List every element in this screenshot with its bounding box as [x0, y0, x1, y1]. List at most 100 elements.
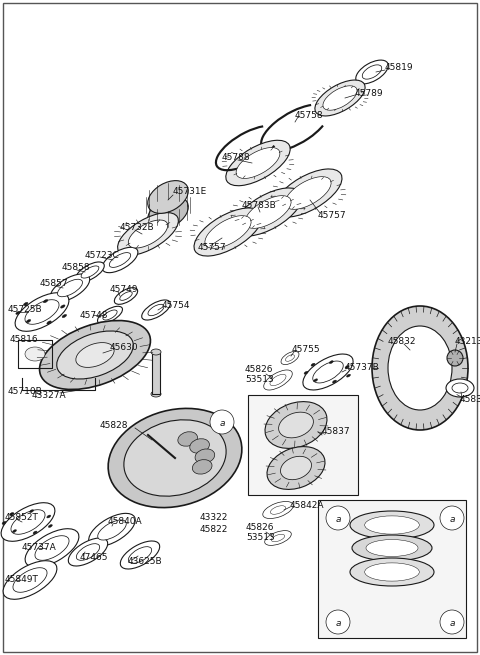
Ellipse shape	[68, 538, 108, 566]
Ellipse shape	[50, 274, 90, 302]
Text: 45630: 45630	[110, 343, 139, 352]
Ellipse shape	[365, 563, 420, 581]
Text: a: a	[335, 514, 341, 523]
Ellipse shape	[347, 374, 350, 377]
Ellipse shape	[286, 355, 295, 362]
Circle shape	[440, 506, 464, 530]
Ellipse shape	[350, 511, 434, 539]
Text: 45757: 45757	[198, 244, 227, 252]
Ellipse shape	[103, 310, 117, 320]
Text: 43625B: 43625B	[128, 557, 163, 567]
Text: 45789: 45789	[355, 88, 384, 98]
Ellipse shape	[3, 561, 57, 599]
Ellipse shape	[323, 86, 357, 110]
Text: 45822: 45822	[200, 525, 228, 534]
Ellipse shape	[245, 196, 291, 229]
Text: 45749: 45749	[110, 286, 139, 295]
Ellipse shape	[303, 354, 353, 390]
Ellipse shape	[81, 266, 99, 278]
Text: 45849T: 45849T	[5, 576, 39, 584]
Text: 45737B: 45737B	[345, 364, 380, 373]
Ellipse shape	[16, 311, 20, 314]
Bar	[248, 395, 358, 495]
Ellipse shape	[30, 510, 34, 513]
Ellipse shape	[89, 514, 135, 547]
Ellipse shape	[333, 380, 336, 383]
Ellipse shape	[236, 147, 280, 178]
Text: 45842A: 45842A	[290, 500, 324, 510]
Ellipse shape	[76, 544, 100, 560]
Text: 45840A: 45840A	[108, 517, 143, 527]
Text: 45731E: 45731E	[173, 187, 207, 196]
Ellipse shape	[285, 177, 331, 210]
Ellipse shape	[178, 432, 197, 446]
Ellipse shape	[311, 364, 315, 366]
Ellipse shape	[76, 262, 104, 282]
Ellipse shape	[447, 350, 463, 366]
Ellipse shape	[47, 321, 51, 324]
Ellipse shape	[264, 531, 291, 546]
Ellipse shape	[120, 541, 160, 569]
Ellipse shape	[362, 65, 382, 79]
Ellipse shape	[43, 299, 48, 303]
Text: 47465: 47465	[80, 553, 108, 563]
Text: 45837: 45837	[322, 428, 350, 436]
Ellipse shape	[190, 439, 209, 453]
Circle shape	[326, 610, 350, 634]
Ellipse shape	[25, 529, 79, 567]
Ellipse shape	[58, 279, 83, 297]
Ellipse shape	[365, 516, 420, 534]
Ellipse shape	[128, 547, 152, 563]
Ellipse shape	[388, 326, 452, 410]
Text: 45737A: 45737A	[22, 544, 57, 553]
Ellipse shape	[274, 169, 342, 217]
Ellipse shape	[13, 568, 47, 592]
Text: 43322: 43322	[200, 514, 228, 523]
Text: 45819: 45819	[385, 64, 414, 73]
Text: 45755: 45755	[292, 345, 321, 354]
Ellipse shape	[151, 391, 161, 397]
Text: 53513: 53513	[246, 534, 275, 542]
Ellipse shape	[263, 502, 293, 519]
Ellipse shape	[270, 506, 286, 514]
Text: 43213: 43213	[455, 337, 480, 346]
Ellipse shape	[98, 520, 126, 540]
Ellipse shape	[25, 347, 45, 361]
Circle shape	[326, 506, 350, 530]
Ellipse shape	[60, 305, 65, 308]
Ellipse shape	[62, 314, 67, 318]
Ellipse shape	[118, 213, 179, 255]
Text: 45828: 45828	[100, 421, 129, 430]
Text: 45826: 45826	[245, 365, 274, 375]
Ellipse shape	[151, 349, 161, 355]
Ellipse shape	[47, 515, 51, 518]
Ellipse shape	[48, 525, 52, 527]
Ellipse shape	[26, 320, 31, 323]
Ellipse shape	[1, 503, 55, 541]
Ellipse shape	[128, 220, 168, 248]
Ellipse shape	[267, 447, 325, 489]
Text: 45757: 45757	[318, 210, 347, 219]
Text: 45816: 45816	[10, 335, 38, 345]
Text: 45732B: 45732B	[120, 223, 155, 233]
Ellipse shape	[124, 420, 226, 496]
Text: 45754: 45754	[162, 301, 191, 310]
Text: a: a	[449, 618, 455, 627]
Ellipse shape	[350, 558, 434, 586]
Ellipse shape	[108, 409, 242, 508]
Ellipse shape	[313, 361, 343, 383]
Ellipse shape	[313, 379, 318, 382]
Ellipse shape	[446, 379, 474, 397]
Text: a: a	[335, 618, 341, 627]
Text: 45758: 45758	[295, 111, 324, 119]
Ellipse shape	[345, 365, 349, 369]
Ellipse shape	[304, 371, 308, 374]
Text: 45858: 45858	[62, 263, 91, 272]
Ellipse shape	[10, 512, 13, 515]
Ellipse shape	[97, 307, 122, 324]
Ellipse shape	[109, 253, 131, 267]
Ellipse shape	[24, 303, 28, 306]
Ellipse shape	[33, 531, 37, 534]
Ellipse shape	[352, 535, 432, 561]
Circle shape	[210, 410, 234, 434]
